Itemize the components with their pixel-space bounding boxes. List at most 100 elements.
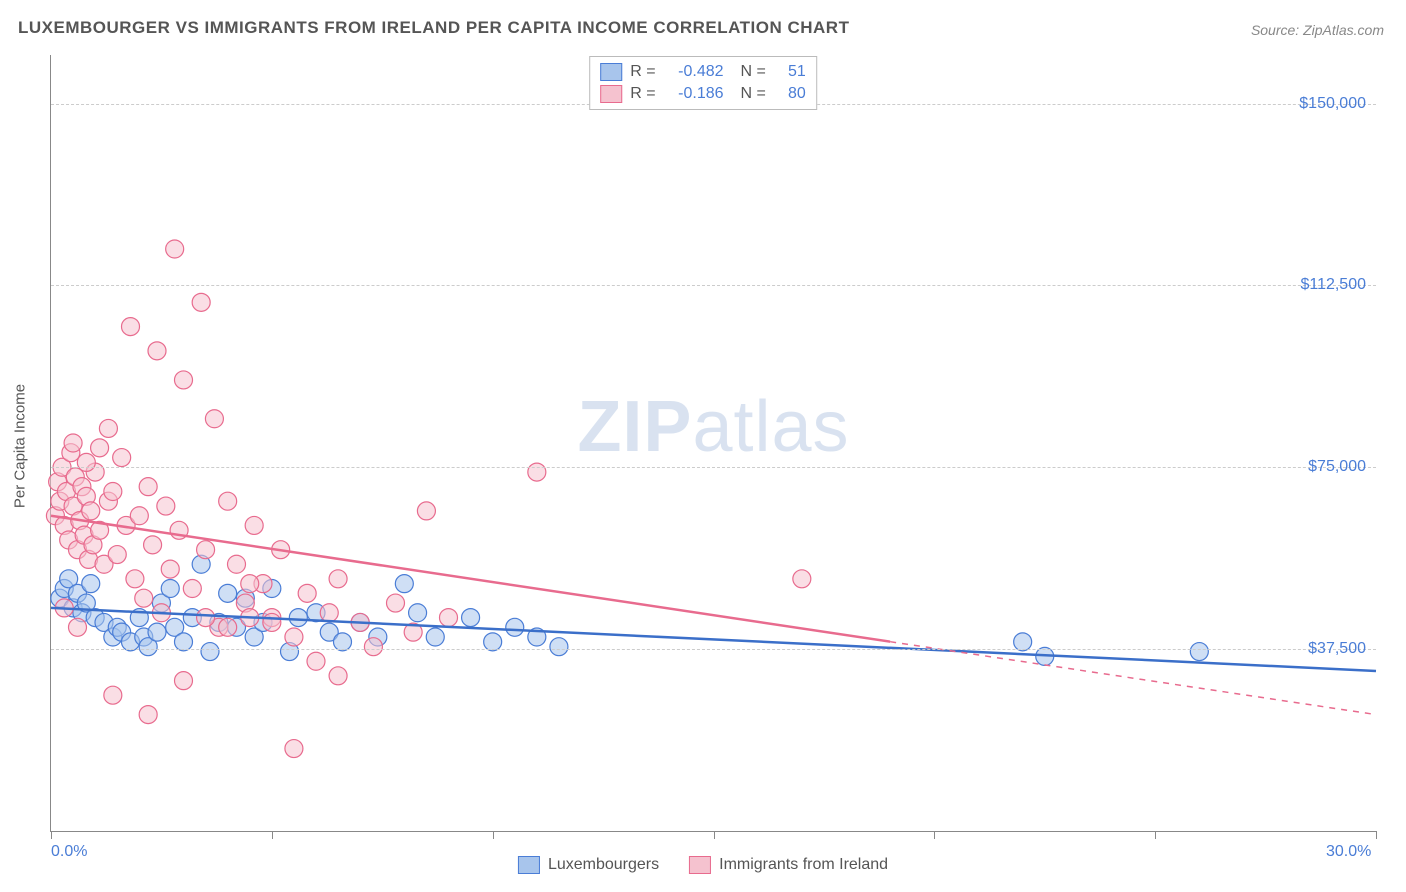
scatter-point bbox=[228, 555, 246, 573]
scatter-point bbox=[219, 618, 237, 636]
scatter-point bbox=[144, 536, 162, 554]
scatter-point bbox=[126, 570, 144, 588]
y-axis-label: Per Capita Income bbox=[12, 384, 29, 508]
correlation-legend: R = -0.482 N = 51 R = -0.186 N = 80 bbox=[589, 56, 817, 110]
scatter-point bbox=[197, 609, 215, 627]
scatter-point bbox=[64, 434, 82, 452]
scatter-point bbox=[417, 502, 435, 520]
legend-label: Immigrants from Ireland bbox=[719, 856, 888, 874]
x-tick-mark bbox=[714, 831, 715, 839]
scatter-point bbox=[82, 502, 100, 520]
x-tick-mark bbox=[1155, 831, 1156, 839]
y-tick-label: $150,000 bbox=[1299, 95, 1366, 113]
scatter-point bbox=[69, 618, 87, 636]
legend-n-value: 51 bbox=[774, 63, 806, 81]
scatter-point bbox=[175, 672, 193, 690]
scatter-point bbox=[285, 740, 303, 758]
scatter-point bbox=[329, 667, 347, 685]
chart-title: LUXEMBOURGER VS IMMIGRANTS FROM IRELAND … bbox=[18, 18, 849, 38]
scatter-point bbox=[139, 706, 157, 724]
scatter-point bbox=[506, 618, 524, 636]
scatter-point bbox=[387, 594, 405, 612]
scatter-point bbox=[91, 439, 109, 457]
scatter-point bbox=[550, 638, 568, 656]
scatter-point bbox=[263, 613, 281, 631]
gridline bbox=[51, 285, 1376, 286]
scatter-point bbox=[320, 604, 338, 622]
scatter-point bbox=[135, 589, 153, 607]
scatter-point bbox=[364, 638, 382, 656]
legend-n-label: N = bbox=[732, 63, 766, 81]
x-tick-mark bbox=[934, 831, 935, 839]
scatter-point bbox=[161, 560, 179, 578]
legend-r-value: -0.482 bbox=[664, 63, 724, 81]
scatter-point bbox=[139, 478, 157, 496]
scatter-point bbox=[148, 623, 166, 641]
scatter-point bbox=[440, 609, 458, 627]
x-tick-mark bbox=[1376, 831, 1377, 839]
legend-row: R = -0.482 N = 51 bbox=[600, 61, 806, 83]
x-tick-label: 30.0% bbox=[1326, 843, 1371, 861]
scatter-point bbox=[1190, 643, 1208, 661]
scatter-point bbox=[197, 541, 215, 559]
scatter-point bbox=[395, 575, 413, 593]
chart-plot-area: ZIPatlas $37,500$75,000$112,500$150,0000… bbox=[50, 55, 1376, 832]
scatter-point bbox=[201, 643, 219, 661]
scatter-point bbox=[99, 419, 117, 437]
scatter-point bbox=[462, 609, 480, 627]
legend-n-value: 80 bbox=[774, 85, 806, 103]
scatter-point bbox=[82, 575, 100, 593]
scatter-point bbox=[104, 483, 122, 501]
scatter-point bbox=[161, 580, 179, 598]
scatter-point bbox=[426, 628, 444, 646]
scatter-point bbox=[329, 570, 347, 588]
legend-r-value: -0.186 bbox=[664, 85, 724, 103]
legend-n-label: N = bbox=[732, 85, 766, 103]
gridline bbox=[51, 649, 1376, 650]
scatter-point bbox=[241, 575, 259, 593]
scatter-point bbox=[77, 453, 95, 471]
x-tick-mark bbox=[493, 831, 494, 839]
x-tick-mark bbox=[272, 831, 273, 839]
scatter-point bbox=[793, 570, 811, 588]
legend-swatch bbox=[600, 63, 622, 81]
x-tick-mark bbox=[51, 831, 52, 839]
scatter-point bbox=[166, 240, 184, 258]
scatter-point bbox=[108, 546, 126, 564]
scatter-point bbox=[245, 516, 263, 534]
legend-r-label: R = bbox=[630, 85, 655, 103]
scatter-point bbox=[285, 628, 303, 646]
scatter-point bbox=[104, 686, 122, 704]
series-legend: Luxembourgers Immigrants from Ireland bbox=[518, 856, 888, 874]
scatter-point bbox=[409, 604, 427, 622]
gridline bbox=[51, 467, 1376, 468]
y-tick-label: $37,500 bbox=[1308, 640, 1366, 658]
scatter-point bbox=[298, 584, 316, 602]
scatter-point bbox=[219, 584, 237, 602]
legend-swatch bbox=[600, 85, 622, 103]
scatter-point bbox=[157, 497, 175, 515]
scatter-point bbox=[122, 318, 140, 336]
scatter-point bbox=[130, 507, 148, 525]
trend-line-extrapolated bbox=[890, 642, 1376, 715]
legend-label: Luxembourgers bbox=[548, 856, 659, 874]
scatter-point bbox=[148, 342, 166, 360]
scatter-point bbox=[113, 449, 131, 467]
legend-r-label: R = bbox=[630, 63, 655, 81]
y-tick-label: $112,500 bbox=[1300, 276, 1366, 294]
x-tick-label: 0.0% bbox=[51, 843, 87, 861]
scatter-point bbox=[289, 609, 307, 627]
source-label: Source: bbox=[1251, 22, 1299, 38]
scatter-point bbox=[205, 410, 223, 428]
scatter-point bbox=[528, 463, 546, 481]
source-value: ZipAtlas.com bbox=[1303, 22, 1384, 38]
scatter-point bbox=[183, 580, 201, 598]
scatter-point bbox=[175, 371, 193, 389]
legend-row: R = -0.186 N = 80 bbox=[600, 83, 806, 105]
legend-item: Immigrants from Ireland bbox=[689, 856, 888, 874]
scatter-point bbox=[192, 293, 210, 311]
legend-item: Luxembourgers bbox=[518, 856, 659, 874]
scatter-svg bbox=[51, 55, 1376, 831]
scatter-point bbox=[219, 492, 237, 510]
scatter-point bbox=[307, 652, 325, 670]
